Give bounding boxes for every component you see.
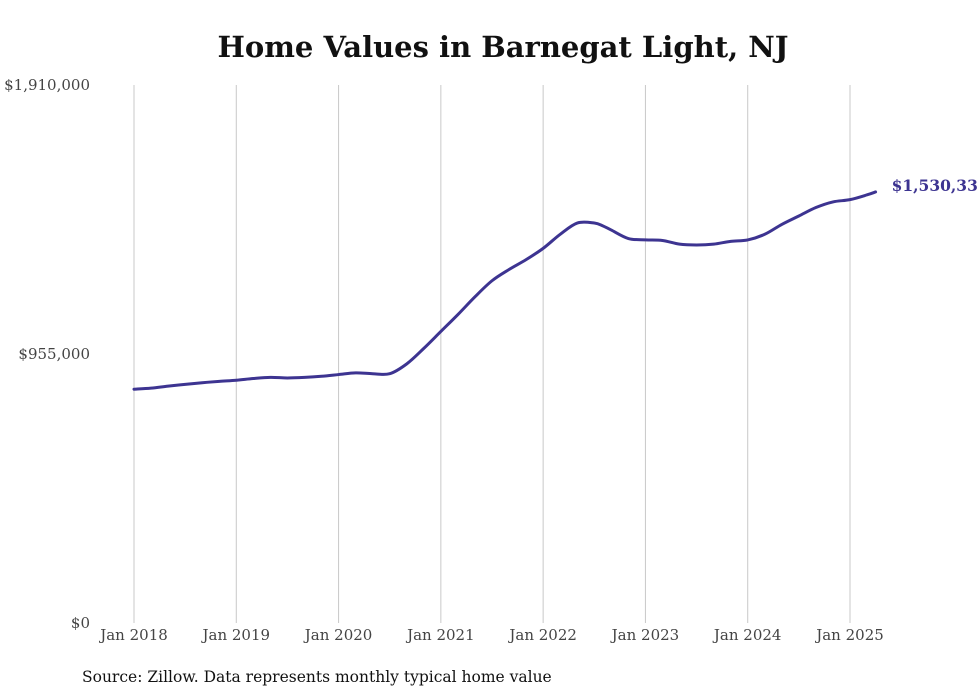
x-tick-label: Jan 2025	[814, 626, 884, 644]
x-axis-ticks: Jan 2018 Jan 2019 Jan 2020 Jan 2021 Jan 2022…	[98, 626, 884, 644]
series-line	[132, 190, 878, 391]
grid-lines	[133, 85, 851, 623]
x-tick-label: Jan 2023	[610, 626, 680, 644]
end-label-layer: $1,530,33	[892, 176, 978, 195]
series-layer	[132, 190, 878, 391]
chart-title: Home Values in Barnegat Light, NJ	[217, 30, 789, 64]
x-tick-label: Jan 2024	[712, 626, 782, 644]
x-tick-label: Jan 2022	[507, 626, 577, 644]
x-tick-label: Jan 2020	[303, 626, 373, 644]
end-value-label: $1,530,33	[892, 176, 978, 195]
x-tick-label: Jan 2018	[98, 626, 168, 644]
y-tick-label: $1,910,000	[4, 76, 90, 94]
y-tick-label: $955,000	[18, 345, 90, 363]
y-axis-ticks: $0 $955,000 $1,910,000	[4, 76, 90, 632]
chart-source: Source: Zillow. Data represents monthly …	[82, 668, 552, 686]
x-tick-label: Jan 2019	[201, 626, 271, 644]
x-tick-label: Jan 2021	[405, 626, 475, 644]
y-tick-label: $0	[71, 614, 90, 632]
